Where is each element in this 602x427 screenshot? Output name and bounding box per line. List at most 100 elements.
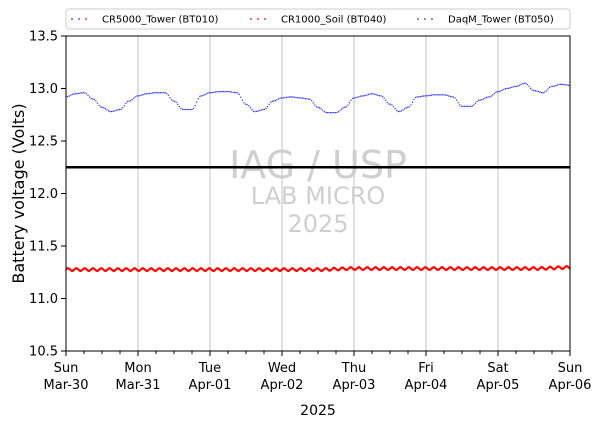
data-point bbox=[89, 96, 91, 98]
data-point bbox=[238, 93, 240, 95]
data-point bbox=[555, 84, 557, 87]
data-point bbox=[199, 95, 201, 97]
data-point bbox=[189, 108, 192, 111]
x-tick-day: Sat bbox=[487, 361, 508, 376]
data-point bbox=[142, 93, 144, 96]
data-point bbox=[301, 97, 303, 99]
data-point bbox=[177, 103, 179, 105]
data-point bbox=[70, 94, 72, 96]
data-point bbox=[356, 96, 358, 98]
data-point bbox=[185, 108, 187, 111]
data-point bbox=[226, 91, 228, 93]
data-point bbox=[240, 96, 242, 98]
data-point bbox=[237, 92, 239, 94]
legend-marker-dot bbox=[424, 18, 426, 20]
data-point bbox=[375, 94, 377, 96]
data-point bbox=[534, 90, 536, 92]
data-point bbox=[267, 105, 269, 108]
data-point bbox=[515, 85, 518, 87]
watermark-line-3: 2025 bbox=[287, 210, 348, 238]
data-point bbox=[246, 103, 248, 106]
data-point bbox=[298, 97, 300, 99]
data-point bbox=[449, 95, 451, 98]
data-point bbox=[73, 93, 75, 95]
data-point bbox=[317, 106, 319, 108]
data-point bbox=[104, 108, 106, 110]
data-point bbox=[208, 92, 210, 94]
data-point bbox=[377, 94, 379, 96]
data-point bbox=[503, 88, 505, 90]
data-point bbox=[462, 105, 464, 107]
data-point bbox=[514, 85, 516, 88]
data-point bbox=[169, 96, 171, 99]
data-point bbox=[361, 95, 363, 97]
data-point bbox=[131, 99, 133, 101]
data-point bbox=[454, 97, 456, 99]
data-point bbox=[391, 104, 393, 106]
legend-label: CR5000_Tower (BT010) bbox=[102, 15, 218, 26]
data-point bbox=[111, 110, 113, 113]
legend-marker bbox=[417, 18, 433, 20]
x-tick-date: Apr-06 bbox=[549, 378, 592, 393]
data-point bbox=[517, 85, 519, 87]
data-point bbox=[210, 92, 212, 94]
data-point bbox=[112, 110, 114, 112]
data-point bbox=[159, 92, 162, 94]
data-point bbox=[92, 98, 94, 100]
data-point bbox=[478, 99, 480, 101]
data-point bbox=[285, 96, 288, 99]
data-point bbox=[274, 99, 277, 102]
data-point bbox=[290, 96, 292, 98]
data-point bbox=[396, 109, 398, 112]
data-point bbox=[251, 108, 253, 111]
y-tick-label: 11.5 bbox=[29, 240, 58, 255]
data-point bbox=[525, 82, 527, 85]
data-point bbox=[561, 83, 563, 85]
data-point bbox=[126, 101, 129, 103]
data-point bbox=[304, 98, 306, 100]
data-point bbox=[314, 104, 316, 106]
data-point bbox=[385, 99, 387, 101]
data-point bbox=[85, 93, 88, 95]
data-point bbox=[192, 107, 195, 110]
watermark-line-2: LAB MICRO bbox=[251, 182, 386, 210]
data-point bbox=[370, 93, 373, 95]
data-point bbox=[174, 100, 176, 102]
data-point bbox=[79, 92, 81, 94]
data-point bbox=[296, 97, 299, 99]
data-point bbox=[509, 87, 511, 89]
data-point bbox=[416, 96, 418, 98]
data-point bbox=[148, 92, 151, 95]
data-point bbox=[374, 93, 376, 95]
data-point bbox=[167, 94, 169, 96]
data-point bbox=[473, 104, 475, 106]
data-point bbox=[484, 97, 486, 99]
data-point bbox=[287, 96, 289, 98]
data-point bbox=[259, 109, 261, 112]
legend-label: DaqM_Tower (BT050) bbox=[448, 15, 554, 26]
data-point bbox=[188, 108, 190, 111]
data-point bbox=[419, 95, 421, 98]
data-point bbox=[430, 94, 432, 96]
data-point bbox=[276, 99, 278, 101]
data-point bbox=[339, 109, 341, 112]
data-point bbox=[115, 109, 117, 111]
data-point bbox=[550, 85, 552, 88]
data-point bbox=[493, 92, 495, 95]
data-point bbox=[144, 93, 146, 95]
data-point bbox=[481, 99, 483, 101]
data-point bbox=[281, 97, 283, 99]
data-point bbox=[341, 108, 343, 110]
data-point bbox=[282, 97, 284, 99]
data-point bbox=[74, 93, 77, 95]
data-point bbox=[328, 112, 330, 114]
data-point bbox=[415, 96, 417, 99]
data-point bbox=[336, 111, 338, 114]
data-point bbox=[541, 91, 543, 94]
data-point bbox=[292, 96, 294, 98]
data-point bbox=[331, 112, 333, 114]
data-point bbox=[553, 85, 555, 87]
data-point bbox=[103, 107, 105, 109]
watermark: IAG / USP LAB MICRO 2025 bbox=[229, 143, 407, 238]
